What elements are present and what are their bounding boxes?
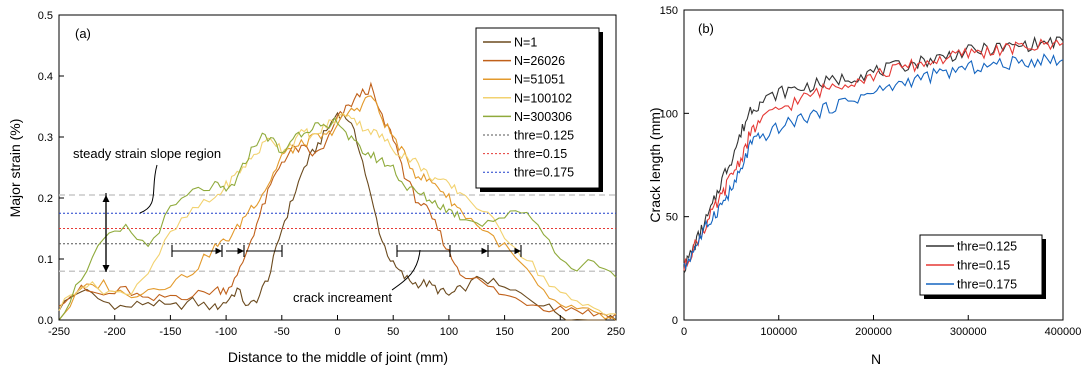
y-tick-label-b-0: 0 <box>672 315 678 327</box>
x-tick-label-a-0: -250 <box>48 326 70 338</box>
x-axis-title-b: N <box>871 351 881 367</box>
series-line-a-1 <box>58 81 617 320</box>
axes-ticks-b: 0 100000 200000 300000 400000 0 50 100 150 <box>660 5 1082 338</box>
panel-b: 0 100000 200000 300000 400000 0 50 100 150 (b) N… <box>647 5 1081 367</box>
x-tick-label-a-2: -150 <box>159 326 181 338</box>
y-tick-label-b-1: 50 <box>666 212 678 224</box>
series-line-b-1 <box>683 38 1064 271</box>
x-tick-label-a-1: -200 <box>104 326 126 338</box>
x-tick-label-a-10: 250 <box>607 326 625 338</box>
reference-lines-a <box>59 194 616 272</box>
y-tick-label-a-5: 0.5 <box>38 10 53 22</box>
legend-label-a-1: N=26026 <box>514 54 565 68</box>
crack-increment-arrows <box>171 245 522 257</box>
legend-items-b: thre=0.125 thre=0.15 thre=0.175 <box>926 240 1017 292</box>
legend-items-a: N=1 N=26026 N=51051 N=100102 N=300306 thre=0.… <box>483 36 574 180</box>
x-tick-label-b-3: 300000 <box>950 326 987 338</box>
x-tick-label-a-6: 50 <box>387 326 399 338</box>
panel-a: -250 -200 -150 -100 -50 0 50 100 150 200 250 0.0 0.1… <box>7 10 625 365</box>
legend-label-b-0: thre=0.125 <box>957 240 1017 254</box>
legend-label-b-2: thre=0.175 <box>957 278 1017 292</box>
series-group-b <box>683 35 1064 274</box>
series-line-a-4 <box>58 116 617 321</box>
y-tick-label-a-3: 0.3 <box>38 132 53 144</box>
axes-ticks-a: -250 -200 -150 -100 -50 0 50 100 150 200 250 0.0 0.1… <box>38 10 625 338</box>
x-tick-label-a-8: 150 <box>495 326 513 338</box>
series-line-b-2 <box>683 53 1064 270</box>
legend-label-a-6: thre=0.15 <box>514 147 567 161</box>
x-tick-label-a-9: 200 <box>551 326 569 338</box>
x-tick-label-b-1: 100000 <box>760 326 797 338</box>
annotation-crack-increment: crack increament <box>293 290 392 305</box>
x-tick-label-b-2: 200000 <box>855 326 892 338</box>
y-tick-label-a-4: 0.4 <box>38 71 53 83</box>
x-tick-label-a-4: -50 <box>274 326 290 338</box>
legend-label-a-5: thre=0.125 <box>514 129 574 143</box>
y-tick-label-a-2: 0.2 <box>38 193 53 205</box>
legend-label-a-2: N=51051 <box>514 73 565 87</box>
y-axis-title-a: Major strain (%) <box>7 119 23 218</box>
legend-label-a-0: N=1 <box>514 36 537 50</box>
x-tick-label-b-0: 0 <box>681 326 687 338</box>
y-tick-label-b-3: 150 <box>660 5 678 17</box>
series-line-a-2 <box>58 95 617 321</box>
legend-b: thre=0.125 thre=0.15 thre=0.175 <box>919 234 1046 299</box>
y-tick-label-b-2: 100 <box>660 108 678 120</box>
series-line-a-3 <box>58 112 617 316</box>
y-axis-title-b: Crack length (mm) <box>647 107 663 222</box>
y-tick-label-a-1: 0.1 <box>38 254 53 266</box>
legend-label-a-3: N=100102 <box>514 91 572 105</box>
legend-box-a <box>475 27 600 189</box>
annotation-leader-crack <box>391 249 421 291</box>
x-tick-label-a-7: 100 <box>440 326 458 338</box>
y-tick-label-a-0: 0.0 <box>38 315 53 327</box>
series-group-a <box>58 81 617 321</box>
x-tick-label-a-3: -100 <box>215 326 237 338</box>
annotation-leader-steady <box>139 164 158 214</box>
panel-label-a: (a) <box>75 26 91 41</box>
legend-label-a-4: N=300306 <box>514 110 572 124</box>
annotation-steady-strain: steady strain slope region <box>73 146 221 161</box>
legend-a: N=1 N=26026 N=51051 N=100102 N=300306 thre=0.… <box>475 27 603 192</box>
x-tick-label-b-4: 400000 <box>1045 326 1082 338</box>
panel-label-b: (b) <box>698 21 714 36</box>
series-line-a-0 <box>58 111 617 321</box>
x-tick-label-a-5: 0 <box>334 326 340 338</box>
legend-label-a-7: thre=0.175 <box>514 166 574 180</box>
x-axis-title-a: Distance to the middle of joint (mm) <box>228 349 448 365</box>
legend-label-b-1: thre=0.15 <box>957 259 1010 273</box>
